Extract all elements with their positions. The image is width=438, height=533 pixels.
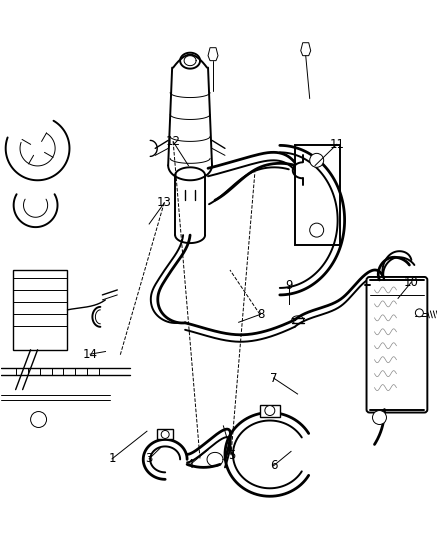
Text: 4: 4 [187, 458, 194, 471]
Circle shape [415, 309, 424, 317]
Polygon shape [301, 43, 311, 55]
Text: 3: 3 [145, 453, 153, 465]
Text: 13: 13 [157, 196, 172, 209]
Circle shape [31, 411, 46, 427]
Text: 12: 12 [166, 135, 180, 148]
Text: 5: 5 [228, 449, 236, 462]
Text: 6: 6 [270, 459, 277, 472]
Text: 7: 7 [270, 372, 277, 385]
Bar [157, 430, 173, 439]
Circle shape [161, 431, 169, 439]
Circle shape [265, 406, 275, 416]
Text: 10: 10 [404, 276, 419, 289]
Circle shape [310, 223, 324, 237]
Text: 9: 9 [285, 279, 293, 292]
Text: 11: 11 [329, 138, 344, 151]
Bar [295, 146, 339, 245]
Text: 14: 14 [83, 348, 98, 361]
Bar [13, 270, 67, 350]
Circle shape [372, 410, 386, 424]
Text: 1: 1 [108, 453, 116, 465]
Polygon shape [208, 47, 218, 61]
Circle shape [310, 154, 324, 167]
Bar [260, 405, 280, 416]
FancyBboxPatch shape [367, 277, 427, 413]
Text: 8: 8 [257, 308, 264, 321]
